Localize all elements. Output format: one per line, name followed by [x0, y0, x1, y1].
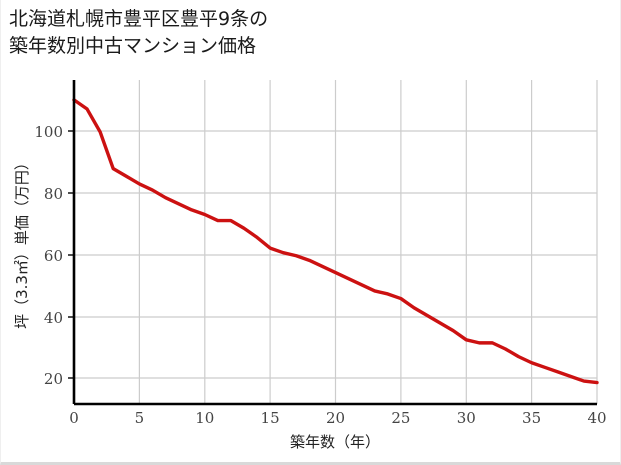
vertical-gridlines — [138, 80, 598, 404]
x-tick-label-10: 10 — [195, 409, 214, 427]
x-tick-label-40: 40 — [587, 409, 606, 427]
x-tick-label-0: 0 — [69, 409, 79, 427]
y-tick-label-100: 100 — [34, 123, 63, 141]
y-tick-marks — [68, 130, 74, 379]
x-tick-label-5: 5 — [135, 409, 145, 427]
x-tick-label-15: 15 — [261, 409, 280, 427]
price-trend-line — [72, 98, 599, 385]
y-tick-label-40: 40 — [44, 309, 63, 327]
x-tick-label-35: 35 — [522, 409, 541, 427]
y-axis-title: 坪（3.3㎡）単価（万円） — [13, 155, 31, 329]
y-tick-label-20: 20 — [44, 370, 63, 388]
y-tick-label-80: 80 — [44, 185, 63, 203]
x-axis-title: 築年数（年） — [290, 433, 380, 451]
x-tick-label-20: 20 — [326, 409, 345, 427]
x-tick-label-25: 25 — [391, 409, 410, 427]
y-tick-label-60: 60 — [44, 247, 63, 265]
y-tick-labels: 100 80 60 40 20 — [34, 123, 63, 388]
x-tick-label-30: 30 — [457, 409, 476, 427]
x-tick-labels: 0 5 10 15 20 25 30 35 40 — [69, 409, 606, 427]
chart-title: 北海道札幌市豊平区豊平9条の 築年数別中古マンション価格 — [9, 8, 269, 57]
